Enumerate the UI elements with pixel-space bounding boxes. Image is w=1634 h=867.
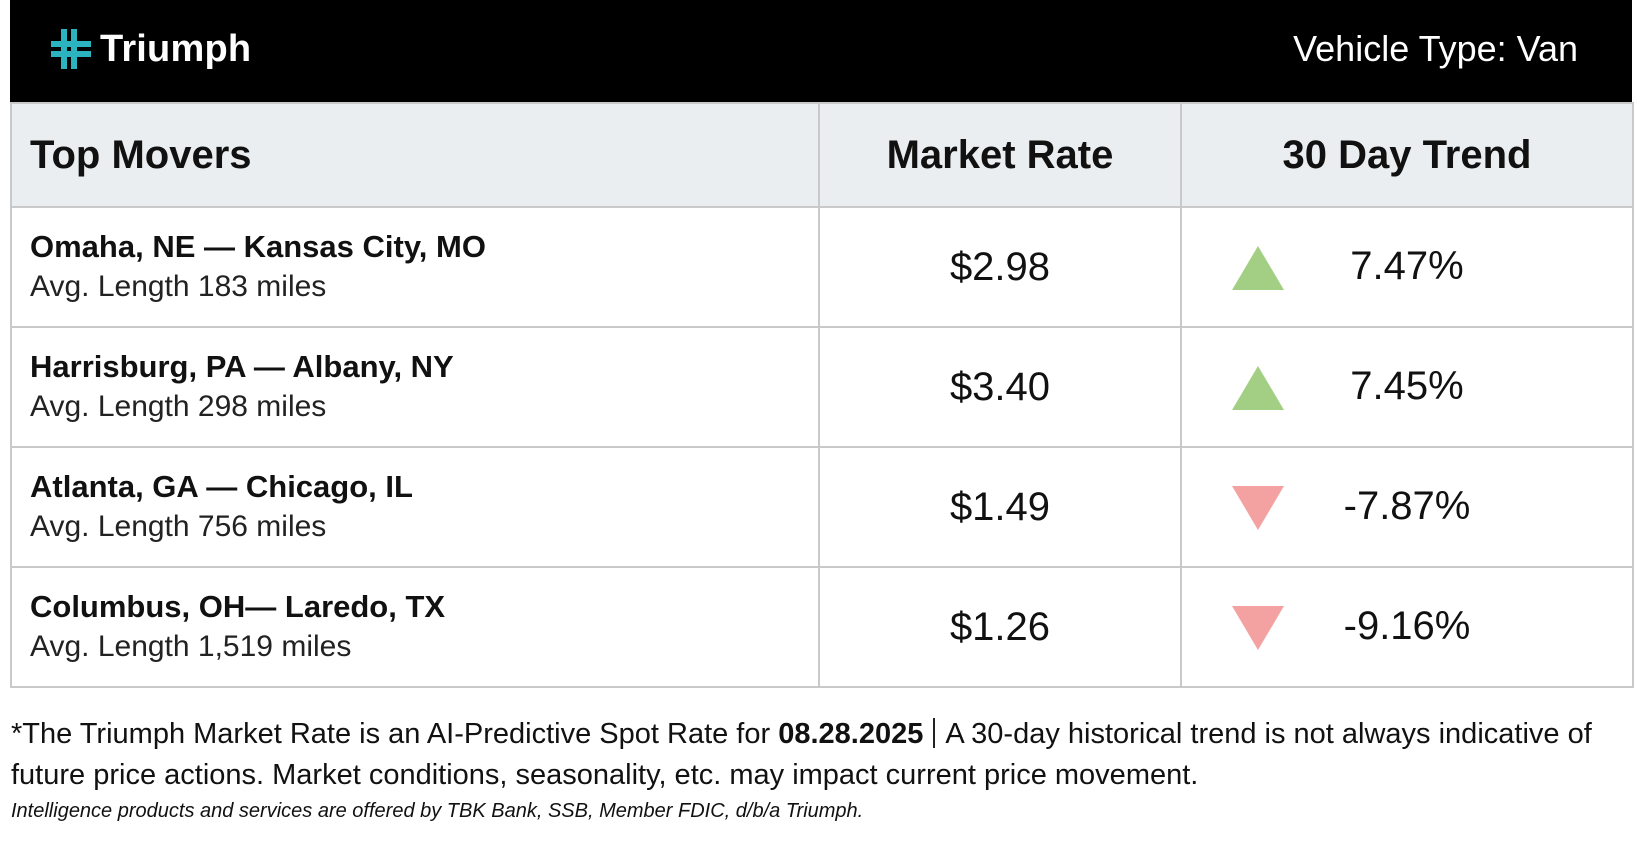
column-header-30-day-trend: 30 Day Trend [1180, 102, 1634, 208]
market-rate-value: $1.49 [818, 446, 1182, 568]
footnote: *The Triumph Market Rate is an AI-Predic… [11, 714, 1626, 796]
table-header-row: Top Movers Market Rate 30 Day Trend [10, 102, 1634, 208]
column-header-market-rate: Market Rate [818, 102, 1182, 208]
trend-down-triangle-icon [1232, 486, 1284, 530]
lane-length: Avg. Length 756 miles [30, 510, 327, 543]
footnote-separator [933, 718, 936, 748]
trend-cell: 7.47% [1180, 206, 1634, 328]
trend-up-triangle-icon [1232, 246, 1284, 290]
lane-cell: Atlanta, GA — Chicago, IL Avg. Length 756… [10, 446, 820, 568]
brand-logo: Triumph [48, 26, 251, 72]
trend-percent: 7.47% [1350, 244, 1464, 288]
market-rate-value: $2.98 [818, 206, 1182, 328]
lane-cell: Harrisburg, PA — Albany, NY Avg. Length 2… [10, 326, 820, 448]
trend-percent: -7.87% [1343, 484, 1471, 528]
trend-cell: -9.16% [1180, 566, 1634, 688]
brand-name: Triumph [100, 27, 252, 70]
column-header-top-movers: Top Movers [10, 102, 820, 208]
lane-cell: Omaha, NE — Kansas City, MO Avg. Length 1… [10, 206, 820, 328]
vehicle-type-label: Vehicle Type: Van [1293, 28, 1578, 69]
lane-length: Avg. Length 1,519 miles [30, 630, 352, 663]
disclaimer: Intelligence products and services are o… [11, 800, 864, 822]
footnote-text-2: A 30-day historical trend is not always … [11, 718, 1592, 791]
lane-name: Omaha, NE — Kansas City, MO [30, 229, 486, 264]
lane-name: Atlanta, GA — Chicago, IL [30, 469, 413, 504]
top-movers-table: Top Movers Market Rate 30 Day Trend Omah… [10, 102, 1634, 688]
market-rate-card: Triumph Vehicle Type: Van Top Movers Mar… [10, 0, 1634, 688]
table-row: Atlanta, GA — Chicago, IL Avg. Length 756… [10, 446, 1634, 568]
footnote-text: *The Triumph Market Rate is an AI-Predic… [11, 718, 779, 750]
lane-name: Columbus, OH— Laredo, TX [30, 589, 446, 624]
trend-percent: -9.16% [1343, 604, 1471, 648]
market-rate-value: $1.26 [818, 566, 1182, 688]
trend-cell: -7.87% [1180, 446, 1634, 568]
lane-length: Avg. Length 183 miles [30, 270, 327, 303]
market-rate-value: $3.40 [818, 326, 1182, 448]
footnote-date: 08.28.2025 [778, 718, 924, 750]
table-row: Harrisburg, PA — Albany, NY Avg. Length 2… [10, 326, 1634, 448]
trend-percent: 7.45% [1350, 364, 1464, 408]
trend-cell: 7.45% [1180, 326, 1634, 448]
lane-cell: Columbus, OH— Laredo, TX Avg. Length 1,51… [10, 566, 820, 688]
trend-down-triangle-icon [1232, 606, 1284, 650]
lane-name: Harrisburg, PA — Albany, NY [30, 349, 454, 384]
table-row: Columbus, OH— Laredo, TX Avg. Length 1,51… [10, 566, 1634, 688]
triumph-cross-logo-icon [51, 29, 91, 69]
lane-length: Avg. Length 298 miles [30, 390, 327, 423]
header-bar: Triumph Vehicle Type: Van [10, 0, 1632, 102]
trend-up-triangle-icon [1232, 366, 1284, 410]
table-row: Omaha, NE — Kansas City, MO Avg. Length 1… [10, 206, 1634, 328]
